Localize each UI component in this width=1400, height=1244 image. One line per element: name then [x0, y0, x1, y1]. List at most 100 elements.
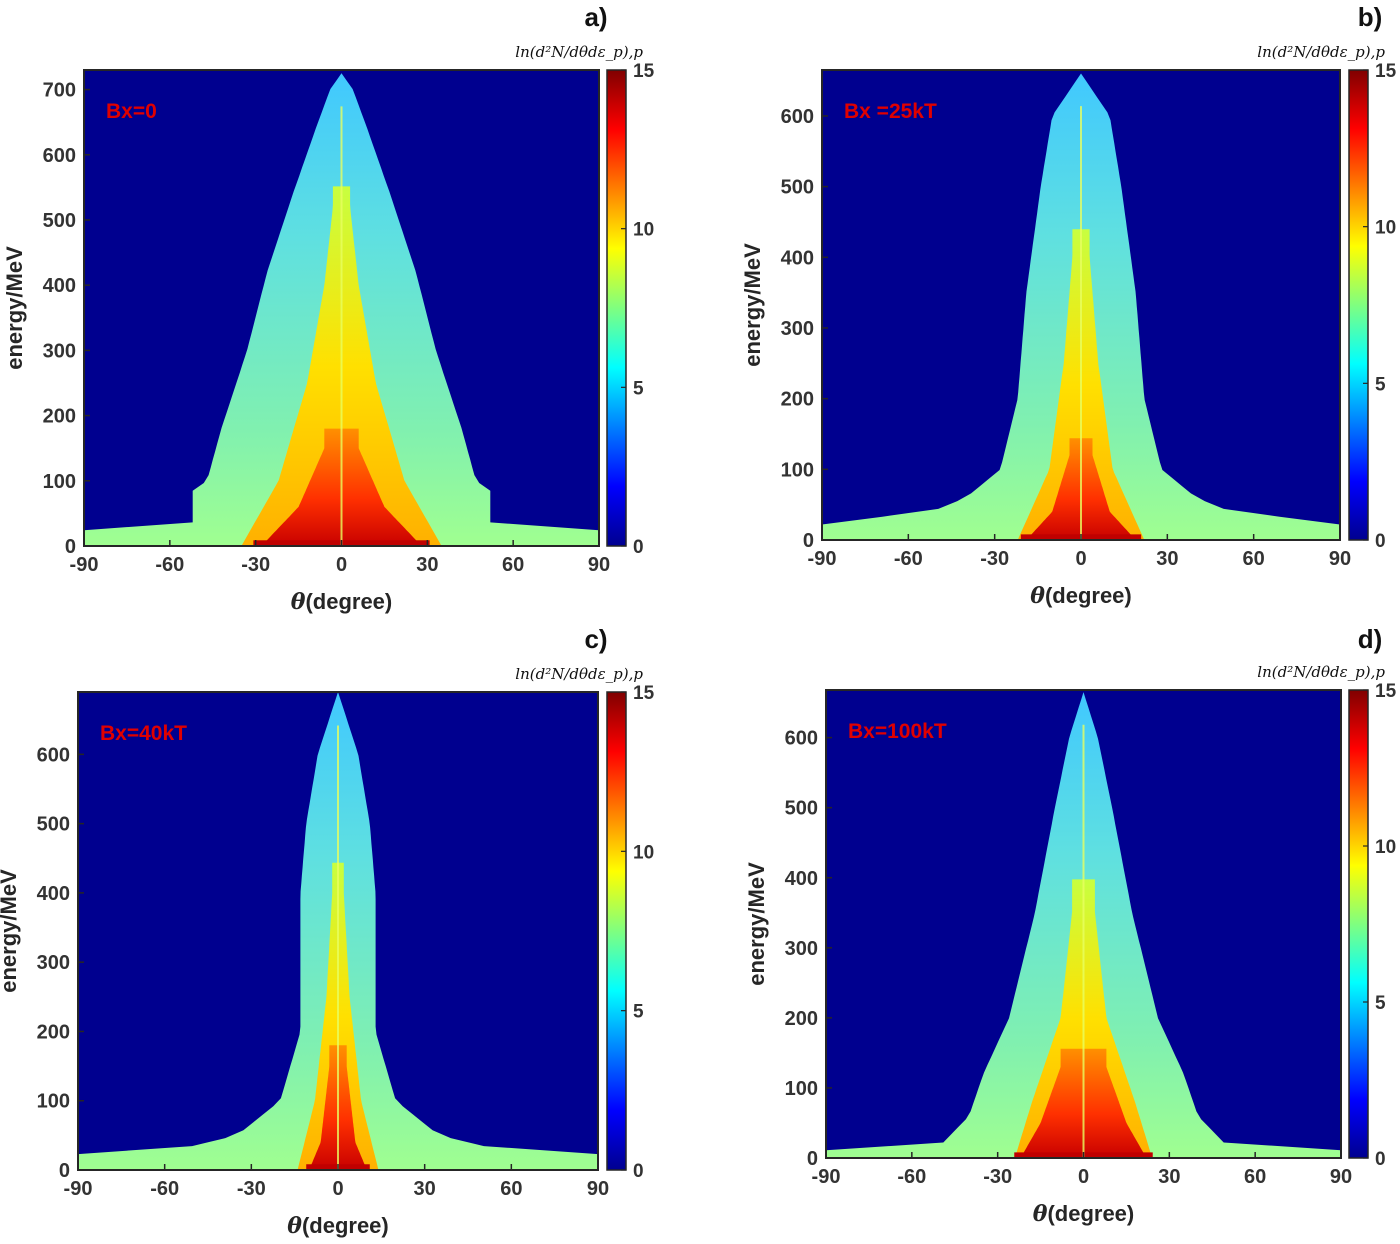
colorbar-tick-label: 0	[633, 1161, 644, 1182]
x-tick-label: -90	[70, 554, 99, 576]
colorbar-tick-label: 0	[1375, 1149, 1386, 1170]
y-tick-label: 300	[43, 340, 76, 362]
x-tick-label: 60	[502, 554, 524, 576]
x-axis-unit: (degree)	[305, 589, 392, 614]
colorbar	[1348, 69, 1369, 541]
y-axis-label: energy/MeV	[740, 243, 765, 367]
x-tick-label: 90	[1329, 548, 1351, 570]
field-annotation: Bx=100kT	[848, 720, 947, 743]
y-tick-label: 600	[785, 728, 818, 750]
x-tick-label: -30	[237, 1178, 266, 1200]
y-tick-label: 200	[781, 389, 814, 411]
y-tick-label: 100	[785, 1078, 818, 1100]
colorbar-tick-label: 5	[1375, 993, 1386, 1014]
y-tick-label: 400	[785, 868, 818, 890]
y-tick-label: 300	[785, 938, 818, 960]
panel-d: -90 -60 -30 0 30 60 90 0 100 200 300 400 500 600 θ(deg…	[744, 624, 1397, 1227]
x-tick-label: -30	[980, 548, 1009, 570]
x-tick-label: 60	[1244, 1166, 1266, 1188]
panel-label: c)	[584, 624, 607, 654]
y-tick-label: 0	[65, 536, 76, 558]
y-tick-label: 600	[43, 145, 76, 167]
theta-symbol: θ	[1033, 1201, 1048, 1227]
theta-symbol: θ	[291, 589, 306, 615]
field-annotation: Bx=0	[106, 100, 157, 123]
colorbar-tick-label: 10	[1375, 218, 1396, 239]
field-annotation: Bx=40kT	[100, 722, 187, 745]
x-axis-unit: (degree)	[1045, 583, 1132, 608]
panel-label: b)	[1358, 2, 1383, 32]
x-tick-label: -90	[812, 1166, 841, 1188]
y-tick-label: 200	[37, 1021, 70, 1043]
y-tick-label: 0	[807, 1148, 818, 1170]
x-tick-label: 30	[1156, 548, 1178, 570]
x-tick-label: 0	[336, 554, 347, 576]
colorbar-label: ln(d²N/dθdε_p),p	[515, 665, 643, 683]
colorbar	[1348, 689, 1369, 1159]
x-axis-label: θ(degree)	[1033, 1201, 1134, 1227]
colorbar-tick-label: 5	[1375, 374, 1386, 395]
colorbar-tick-label: 0	[1375, 531, 1386, 552]
x-tick-label: 0	[1075, 548, 1086, 570]
colorbar-tick-label: 15	[1375, 681, 1397, 702]
x-tick-label: 0	[332, 1178, 343, 1200]
x-tick-label: 30	[1158, 1166, 1180, 1188]
x-tick-label: -30	[241, 554, 270, 576]
colorbar-label: ln(d²N/dθdε_p),p	[1257, 43, 1385, 61]
y-tick-label: 500	[37, 814, 70, 836]
y-tick-label: 200	[43, 406, 76, 428]
y-tick-label: 500	[43, 210, 76, 232]
colorbar	[606, 69, 627, 547]
colorbar-tick-label: 15	[633, 61, 655, 82]
y-tick-label: 400	[43, 275, 76, 297]
x-axis-unit: (degree)	[302, 1213, 389, 1238]
colorbar-tick-label: 15	[1375, 61, 1397, 82]
y-tick-label: 300	[37, 952, 70, 974]
x-tick-label: 30	[416, 554, 438, 576]
y-tick-label: 0	[803, 530, 814, 552]
y-tick-label: 100	[781, 459, 814, 481]
x-tick-label: -60	[894, 548, 923, 570]
colorbar-tick-label: 5	[633, 1002, 644, 1023]
x-tick-label: 0	[1078, 1166, 1089, 1188]
y-tick-label: 100	[37, 1091, 70, 1113]
x-axis-unit: (degree)	[1047, 1201, 1134, 1226]
x-tick-label: -90	[64, 1178, 93, 1200]
y-tick-label: 500	[781, 177, 814, 199]
x-tick-label: 90	[588, 554, 610, 576]
field-annotation: Bx =25kT	[844, 100, 937, 123]
x-tick-label: 90	[587, 1178, 609, 1200]
x-axis-label: θ(degree)	[1030, 583, 1131, 609]
colorbar-label: ln(d²N/dθdε_p),p	[515, 43, 643, 61]
x-tick-label: -60	[155, 554, 184, 576]
panel-c: -90 -60 -30 0 30 60 900100200300400500600θ(deg…	[0, 624, 655, 1239]
colorbar-tick-label: 10	[633, 220, 654, 241]
x-axis-label: θ(degree)	[287, 1213, 388, 1239]
y-tick-label: 0	[59, 1160, 70, 1182]
colorbar	[606, 691, 627, 1171]
x-tick-label: 60	[500, 1178, 522, 1200]
y-tick-label: 400	[37, 883, 70, 905]
colorbar-label: ln(d²N/dθdε_p),p	[1257, 663, 1385, 681]
theta-symbol: θ	[1030, 583, 1045, 609]
panel-b: -90 -60 -30 0 30 60 900100200300400500600θ(deg…	[740, 2, 1397, 609]
x-tick-label: -30	[983, 1166, 1012, 1188]
y-axis-label: energy/MeV	[0, 869, 21, 993]
theta-symbol: θ	[287, 1213, 302, 1239]
colorbar-tick-label: 0	[633, 537, 644, 558]
colorbar-tick-label: 10	[633, 842, 654, 863]
x-tick-label: -90	[808, 548, 837, 570]
y-tick-label: 700	[43, 80, 76, 102]
y-tick-label: 500	[785, 798, 818, 820]
y-axis-label: energy/MeV	[2, 246, 27, 370]
panel-label: d)	[1358, 624, 1383, 654]
colorbar-tick-label: 15	[633, 683, 655, 704]
y-tick-label: 200	[785, 1008, 818, 1030]
y-axis-label: energy/MeV	[744, 862, 769, 986]
x-tick-label: -60	[897, 1166, 926, 1188]
x-axis-label: θ(degree)	[291, 589, 392, 615]
x-tick-label: 30	[414, 1178, 436, 1200]
x-tick-label: -60	[150, 1178, 179, 1200]
x-tick-label: 90	[1330, 1166, 1352, 1188]
